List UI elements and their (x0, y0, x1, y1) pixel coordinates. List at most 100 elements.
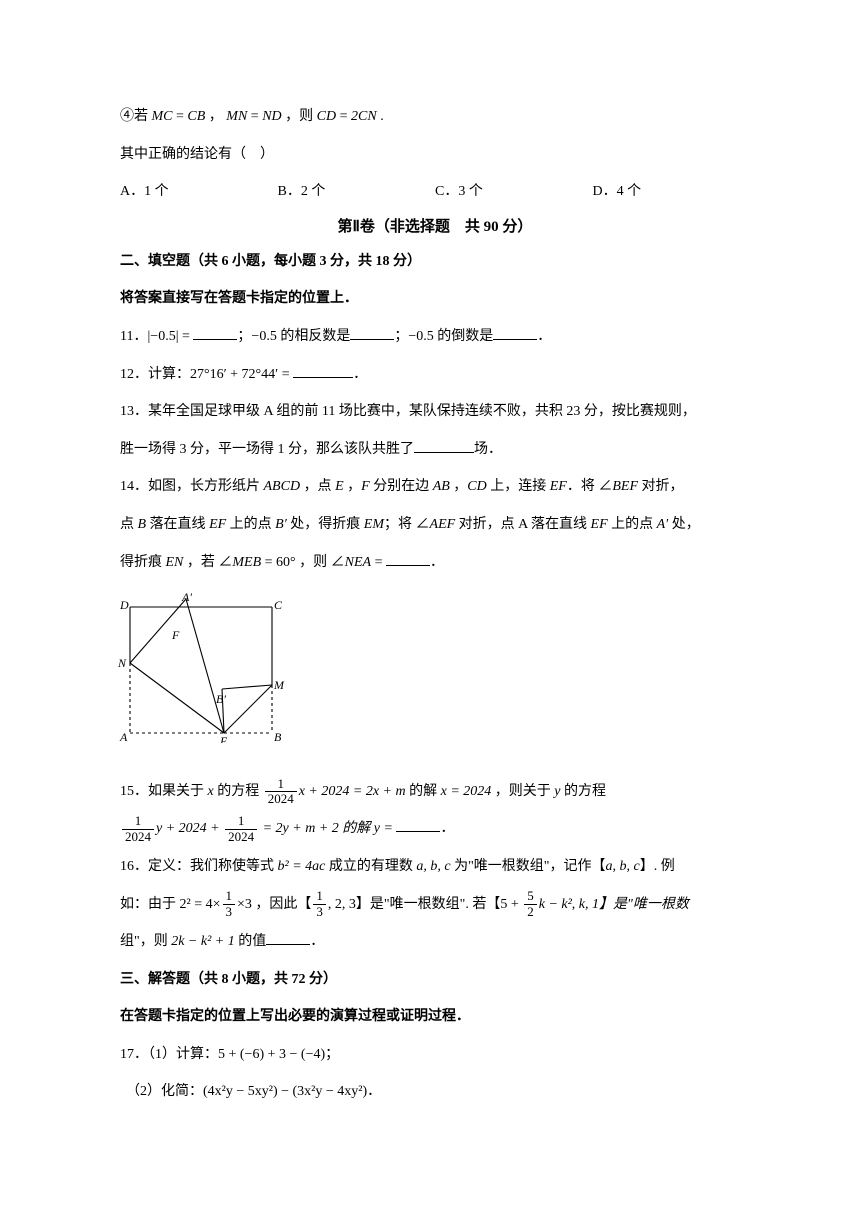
q14-b: B (138, 517, 147, 532)
option-d: D．4 个 (593, 175, 751, 209)
q16-l1c: 为"唯一根数组"，记作【 (451, 859, 606, 874)
q14-ef2: EF (209, 517, 226, 532)
blank (493, 326, 537, 340)
frac-num: 1 (122, 814, 154, 829)
q15-l1b: 的方程 (214, 784, 263, 799)
question-14-line3: 得折痕 EN ，若 ∠MEB = 60° ，则 ∠NEA = ． (120, 546, 750, 580)
stmt4-eq3-lhs: CD (317, 109, 336, 124)
svg-text:B′: B′ (216, 692, 226, 706)
svg-text:D: D (119, 598, 129, 612)
q11-sep1: ；−0.5 的相反数是 (237, 329, 350, 344)
stmt4-sep2: ，则 (282, 109, 317, 124)
q14-l3b: ，若 ∠ (183, 555, 232, 570)
fraction: 12024 (122, 814, 154, 844)
q16-abc2: a, b, c (606, 859, 640, 874)
q16-l3b: 的值 (235, 934, 267, 949)
fraction: 13 (313, 889, 326, 919)
q15-l1c: 的解 (409, 784, 441, 799)
q16-mid3: k − k², k, 1】是"唯一根数 (539, 897, 689, 912)
q14-l3d: = (371, 555, 386, 570)
section3-title: 三、解答题（共 8 小题，共 72 分） (120, 963, 750, 997)
blank (396, 818, 440, 832)
q14-ef3: EF (591, 517, 608, 532)
q15-expr3: = 2y + m + 2 的解 y = (259, 821, 396, 836)
section3-note: 在答题卡指定的位置上写出必要的演算过程或证明过程． (120, 1000, 750, 1034)
q14-l2g: 上的点 (608, 517, 657, 532)
q16-target: 2k − k² + 1 (171, 934, 235, 949)
option-a: A．1 个 (120, 175, 278, 209)
q14-cd: CD (467, 479, 486, 494)
q15-l1d: ，则关于 (491, 784, 554, 799)
svg-text:B: B (274, 730, 282, 743)
q14-l1h: 对折， (638, 479, 684, 494)
q14-l2a: 点 (120, 517, 138, 532)
stmt4-sep1: ， (205, 109, 226, 124)
q16-mid1: ×3 ，因此【 (237, 897, 311, 912)
frac-num: 1 (313, 889, 326, 904)
q15-mid: y + 2024 + (156, 821, 223, 836)
q14-l2d: 处，得折痕 (287, 517, 364, 532)
blank (350, 326, 394, 340)
frac-den: 2024 (122, 830, 154, 844)
option-b: B．2 个 (278, 175, 436, 209)
frac-num: 1 (225, 814, 257, 829)
stmt4-eq2-op: = (247, 109, 262, 124)
frac-num: 5 (524, 889, 537, 904)
question-14-line1: 14．如图，长方形纸片 ABCD ，点 E ，F 分别在边 AB ，CD 上，连… (120, 470, 750, 504)
q11-prefix: 11． (120, 329, 147, 344)
stmt4-eq3-rhs: 2CN (351, 109, 377, 124)
q15-tail: ． (440, 821, 454, 836)
q15-expr2: x = 2024 (441, 784, 492, 799)
stmt4-eq2-rhs: ND (262, 109, 281, 124)
fold-diagram-svg: DCNMABEFA′B′ (116, 593, 286, 743)
q14-meb: MEB (232, 555, 261, 570)
diagram-q14: DCNMABEFA′B′ (116, 593, 750, 757)
frac-num: 1 (223, 889, 236, 904)
statement-summary: 其中正确的结论有（ ） (120, 138, 750, 172)
q12-tail: ． (353, 367, 367, 382)
question-16-line1: 16．定义：我们称使等式 b² = 4ac 成立的有理数 a, b, c 为"唯… (120, 850, 750, 884)
q11-sep2: ；−0.5 的倒数是 (394, 329, 493, 344)
q16-l3a: 组"，则 (120, 934, 171, 949)
q14-l1g: ．将 ∠ (567, 479, 613, 494)
q11-tail: ． (537, 329, 551, 344)
q14-ap: A′ (657, 517, 669, 532)
blank (293, 364, 353, 378)
q14-abcd: ABCD (264, 479, 301, 494)
q14-aef: AEF (430, 517, 456, 532)
q15-l1e: 的方程 (561, 784, 607, 799)
q13-l2a: 胜一场得 3 分，平一场得 1 分，那么该队共胜了 (120, 442, 414, 457)
fraction: 12024 (225, 814, 257, 844)
q14-nea: NEA (345, 555, 371, 570)
question-17-line2: （2）化简：(4x²y − 5xy²) − (3x²y − 4xy²)． (126, 1075, 750, 1109)
q14-f: F (361, 479, 370, 494)
q14-tail: ． (430, 555, 444, 570)
q13-l2b: 场． (474, 442, 502, 457)
blank (266, 931, 310, 945)
svg-text:F: F (171, 628, 180, 642)
stmt4-eq2-lhs: MN (226, 109, 247, 124)
q14-l1b: ，点 (300, 479, 335, 494)
question-13-line1: 13．某年全国足球甲级 A 组的前 11 场比赛中，某队保持连续不败，共积 23… (120, 395, 750, 429)
question-16-line3: 组"，则 2k − k² + 1 的值． (120, 925, 750, 959)
q14-l1c: ， (344, 479, 362, 494)
frac-den: 2 (524, 905, 537, 919)
q14-l1a: 14．如图，长方形纸片 (120, 479, 264, 494)
stmt4-eq3-op: = (336, 109, 351, 124)
q16-l1d: 】. 例 (640, 859, 675, 874)
q14-l2b: 落在直线 (146, 517, 209, 532)
frac-den: 3 (313, 905, 326, 919)
question-11: 11．|−0.5| = ；−0.5 的相反数是；−0.5 的倒数是． (120, 320, 750, 354)
q14-l2h: 处， (668, 517, 700, 532)
q14-ab: AB (433, 479, 450, 494)
question-15-line2: 12024y + 2024 + 12024 = 2y + m + 2 的解 y … (120, 812, 750, 846)
frac-den: 2024 (225, 830, 257, 844)
q14-l1f: 上，连接 (487, 479, 550, 494)
q14-l1d: 分别在边 (370, 479, 433, 494)
q12-prefix: 12．计算： (120, 367, 190, 382)
stmt4-tail: . (377, 109, 384, 124)
q16-l1a: 16．定义：我们称使等式 (120, 859, 278, 874)
q16-eq: b² = 4ac (278, 859, 326, 874)
question-12: 12．计算：27°16′ + 72°44′ = ． (120, 358, 750, 392)
q14-l2e: ；将 ∠ (384, 517, 430, 532)
